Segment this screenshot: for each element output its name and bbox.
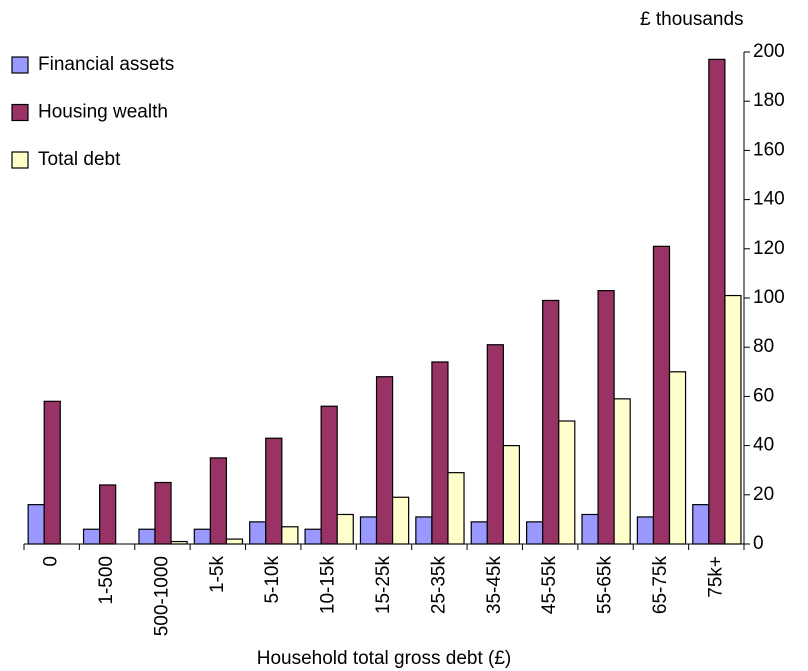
y-tick-label: 160 bbox=[753, 139, 785, 160]
y-tick-label: 120 bbox=[753, 238, 785, 259]
x-tick-label: 45-55k bbox=[539, 556, 560, 615]
y-tick-label: 40 bbox=[753, 435, 774, 456]
x-tick-label: 25-35k bbox=[428, 556, 449, 615]
x-tick-label: 35-45k bbox=[484, 556, 505, 615]
x-tick-label: 0 bbox=[41, 556, 62, 567]
bar bbox=[193, 528, 211, 545]
bar bbox=[526, 521, 544, 545]
x-tick-label: 1-500 bbox=[96, 556, 117, 605]
bar bbox=[447, 472, 465, 545]
bar bbox=[470, 521, 488, 545]
bar bbox=[708, 58, 726, 545]
x-tick-label: 65-75k bbox=[650, 556, 671, 615]
bar bbox=[336, 513, 354, 545]
y-tick-label: 0 bbox=[753, 533, 764, 554]
legend-swatch bbox=[11, 103, 29, 122]
y-tick-label: 140 bbox=[753, 189, 785, 210]
legend-swatch bbox=[11, 56, 29, 74]
legend-swatch bbox=[11, 151, 29, 169]
legend-label: Total debt bbox=[38, 149, 121, 170]
bar bbox=[359, 516, 378, 545]
bar bbox=[391, 496, 410, 545]
bar bbox=[138, 528, 156, 545]
bar bbox=[27, 504, 45, 545]
bar bbox=[724, 294, 742, 545]
bar bbox=[43, 400, 61, 545]
y-tick-label: 20 bbox=[753, 484, 774, 505]
bar bbox=[154, 481, 172, 545]
bar bbox=[542, 299, 560, 545]
bar bbox=[209, 457, 228, 545]
bar bbox=[265, 437, 283, 545]
bar bbox=[82, 528, 101, 545]
bar bbox=[486, 344, 504, 545]
x-tick-label: 15-25k bbox=[373, 556, 394, 615]
bar bbox=[415, 516, 433, 545]
bar bbox=[668, 371, 687, 545]
bar bbox=[320, 405, 338, 545]
bar bbox=[652, 245, 671, 545]
x-tick-label: 10-15k bbox=[318, 556, 339, 615]
y-tick-label: 200 bbox=[753, 41, 785, 62]
y-tick-label: 60 bbox=[753, 385, 774, 406]
x-tick-label: 75k+ bbox=[705, 556, 726, 598]
x-tick-label: 55-65k bbox=[595, 556, 616, 615]
bar bbox=[636, 516, 655, 545]
x-tick-label: 5-10k bbox=[262, 556, 283, 604]
bar bbox=[281, 526, 299, 545]
bar bbox=[692, 504, 710, 545]
bar bbox=[558, 420, 576, 545]
x-axis-label: Household total gross debt (£) bbox=[257, 648, 512, 669]
bar bbox=[502, 445, 521, 545]
bar bbox=[613, 398, 631, 545]
y-tick-label: 80 bbox=[753, 336, 774, 357]
bar bbox=[581, 513, 599, 545]
bar bbox=[98, 484, 117, 545]
bar bbox=[375, 376, 394, 545]
bar bbox=[431, 361, 449, 545]
y-tick-label: 180 bbox=[753, 90, 785, 111]
bar bbox=[170, 540, 188, 545]
bar bbox=[225, 538, 244, 545]
bar bbox=[304, 528, 322, 545]
bar bbox=[597, 290, 615, 545]
bar bbox=[249, 521, 267, 545]
x-tick-label: 1-5k bbox=[207, 556, 228, 593]
y-tick-label: 100 bbox=[753, 287, 785, 308]
legend-label: Financial assets bbox=[38, 54, 174, 75]
x-tick-label: 500-1000 bbox=[151, 556, 172, 636]
legend-label: Housing wealth bbox=[38, 102, 168, 123]
y-axis-label: £ thousands bbox=[640, 9, 744, 30]
